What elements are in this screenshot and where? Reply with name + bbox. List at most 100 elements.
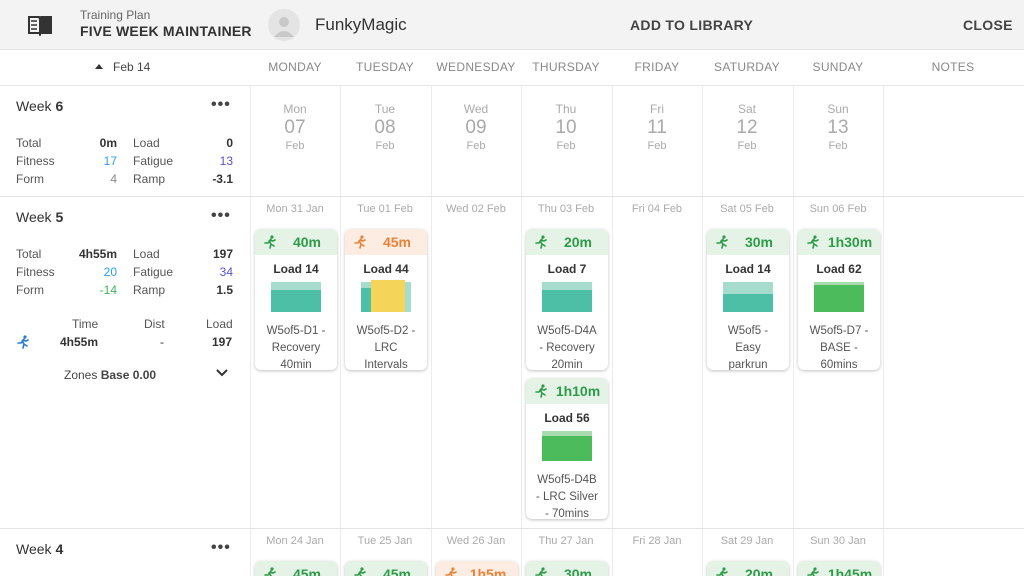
workout-card[interactable]: 1h5m — [436, 561, 518, 576]
card-duration: 40m — [292, 234, 322, 250]
day-number: 10 — [555, 117, 577, 138]
week-number: 5 — [55, 209, 64, 225]
day-number: 13 — [827, 117, 849, 138]
avatar[interactable] — [268, 9, 300, 41]
card-duration: 45m — [292, 566, 322, 576]
card-header: 45m — [345, 229, 427, 255]
grid-line — [340, 86, 341, 576]
workout-card[interactable]: 1h10m Load 56 W5of5-D4B - LRC Silver - 70m… — [526, 378, 608, 519]
week-divider — [0, 196, 1024, 197]
week-5-more-button[interactable]: ••• — [211, 207, 231, 224]
card-duration: 20m — [563, 234, 593, 250]
dist-value: - — [160, 335, 164, 349]
name-line: Recovery — [271, 342, 321, 354]
card-duration: 1h45m — [827, 566, 873, 576]
run-icon — [354, 235, 366, 249]
card-header: 45m — [255, 561, 337, 576]
run-icon — [716, 567, 728, 576]
workout-card[interactable]: 20m — [707, 561, 789, 576]
workout-chart — [542, 431, 592, 465]
date-label: Sat 29 Jan — [720, 535, 774, 547]
chevron-down-icon[interactable] — [215, 368, 229, 378]
workout-chart — [814, 282, 864, 316]
workout-card[interactable]: 40m Load 14 W5of5-D1 - Recovery 40min — [255, 229, 337, 370]
card-header: 30m — [526, 561, 608, 576]
book-icon — [28, 16, 52, 36]
card-header: 30m — [707, 229, 789, 255]
card-duration: 45m — [382, 234, 412, 250]
date-label: Fri 28 Jan — [632, 535, 682, 547]
workout-card[interactable]: 30m — [526, 561, 608, 576]
week-number: 6 — [55, 98, 64, 114]
day-number: 09 — [465, 117, 487, 138]
workout-card[interactable]: 1h45m — [798, 561, 880, 576]
date-label: Tue 25 Jan — [357, 535, 413, 547]
card-load: Load 14 — [273, 262, 319, 276]
name-line: Easy — [735, 342, 761, 354]
day-month: Feb — [556, 140, 576, 152]
date-label: Sat 05 Feb — [720, 203, 774, 215]
run-icon — [17, 335, 29, 349]
day-header: Mon 07 Feb — [250, 102, 340, 152]
day-columns-header: Feb 14 MONDAY TUESDAY WEDNESDAY THURSDAY… — [0, 50, 1024, 86]
run-icon — [535, 567, 547, 576]
card-header: 1h5m — [436, 561, 518, 576]
workout-card[interactable]: 45m — [255, 561, 337, 576]
fatigue-label: Fatigue — [133, 265, 174, 279]
date-label: Thu 27 Jan — [538, 535, 594, 547]
week-4-more-button[interactable]: ••• — [211, 539, 231, 556]
load-value: 0 — [226, 136, 233, 150]
workout-card[interactable]: 30m Load 14 W5of5 - Easy parkrun — [707, 229, 789, 370]
workout-card[interactable]: 45m — [345, 561, 427, 576]
grid-line — [431, 86, 432, 576]
workout-chart — [542, 282, 592, 316]
name-line: - LRC Silver — [536, 491, 598, 503]
plan-type-label: Training Plan — [80, 8, 151, 22]
card-load: Load 7 — [547, 262, 587, 276]
card-header: 1h10m — [526, 378, 608, 404]
ramp-value: -3.1 — [212, 172, 233, 186]
name-line: W5of5 - — [727, 325, 769, 337]
date-label: Sun 06 Feb — [809, 203, 867, 215]
workout-card[interactable]: 20m Load 7 W5of5-D4A - Recovery 20min — [526, 229, 608, 370]
fitness-value: 17 — [103, 154, 117, 168]
load-label: Load — [133, 136, 160, 150]
date-label: Fri 04 Feb — [631, 203, 683, 215]
date-label: Mon 24 Jan — [266, 535, 324, 547]
run-icon — [807, 235, 819, 249]
workout-card[interactable]: 1h30m Load 62 W5of5-D7 - BASE - 60mins — [798, 229, 880, 370]
workout-card[interactable]: 45m Load 44 W5of5-D2 - LRC Intervals — [345, 229, 427, 370]
day-month: Feb — [285, 140, 305, 152]
week-6-more-button[interactable]: ••• — [211, 96, 231, 113]
fatigue-value: 13 — [219, 154, 233, 168]
run-icon — [535, 384, 547, 398]
total-label: Total — [16, 247, 42, 261]
date-nav[interactable]: Feb 14 — [95, 60, 150, 74]
close-button[interactable]: CLOSE — [963, 17, 1013, 33]
week-label: Week — [16, 209, 52, 225]
load-value: 197 — [212, 247, 233, 261]
day-name: Mon — [283, 102, 307, 116]
name-line: 40min — [280, 359, 312, 370]
card-name: W5of5-D7 - BASE - 60mins — [798, 323, 880, 370]
card-name: W5of5 - Easy parkrun — [707, 323, 789, 370]
card-header: 1h45m — [798, 561, 880, 576]
day-header: Thu 10 Feb — [521, 102, 611, 152]
name-line: - 70mins — [544, 508, 590, 519]
add-to-library-button[interactable]: ADD TO LIBRARY — [630, 17, 754, 33]
plan-title: FIVE WEEK MAINTAINER — [80, 23, 252, 39]
card-duration: 30m — [563, 566, 593, 576]
day-name: Sun — [827, 102, 849, 116]
card-duration: 45m — [382, 566, 412, 576]
fatigue-value: 34 — [219, 265, 233, 279]
col-wednesday: WEDNESDAY — [436, 60, 516, 74]
col-thursday: THURSDAY — [532, 60, 600, 74]
col-saturday: SATURDAY — [714, 60, 780, 74]
card-header: 40m — [255, 229, 337, 255]
day-header: Sun 13 Feb — [793, 102, 883, 152]
day-header: Fri 11 Feb — [612, 102, 702, 152]
grid-line — [250, 86, 251, 576]
username[interactable]: FunkyMagic — [315, 15, 407, 34]
fitness-value: 20 — [103, 265, 117, 279]
zones-label: Zones — [64, 368, 98, 382]
